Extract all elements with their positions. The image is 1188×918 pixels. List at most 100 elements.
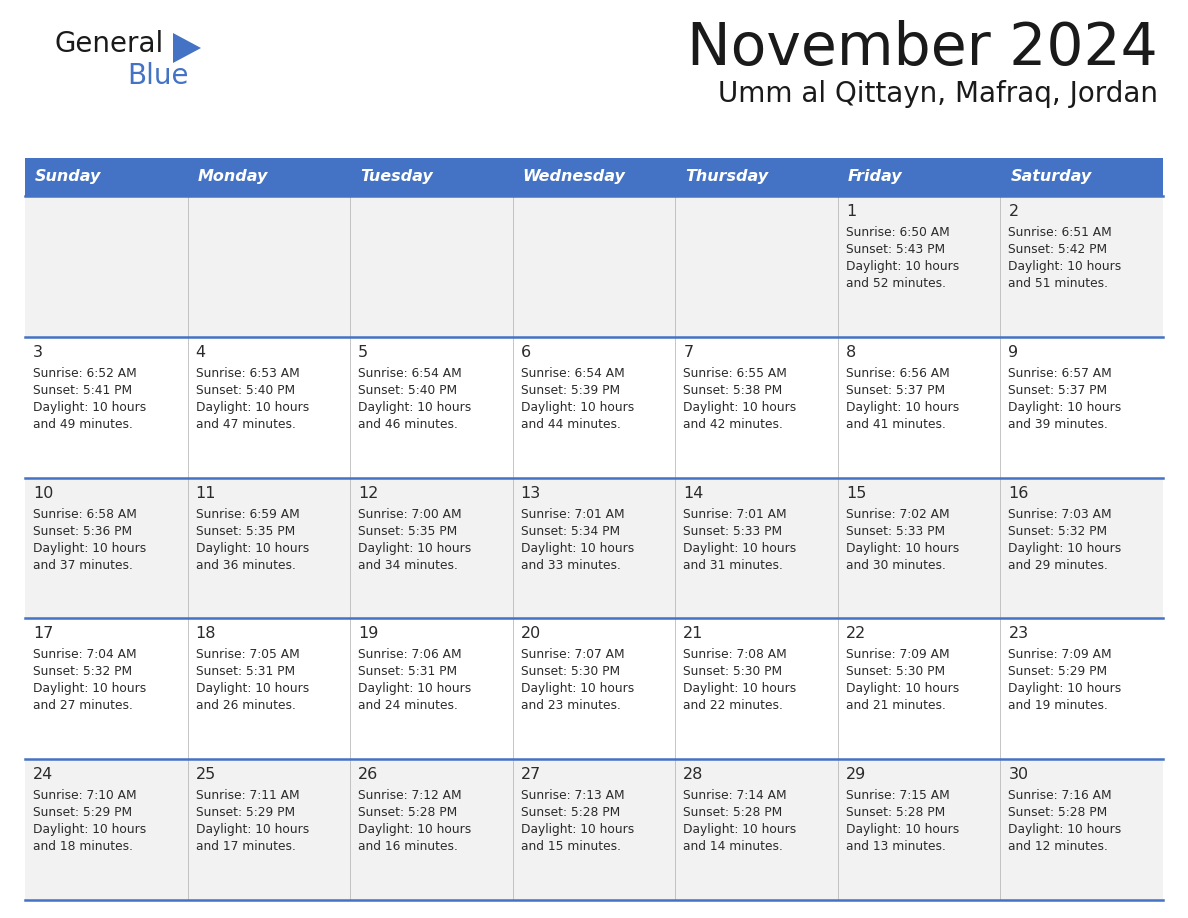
Text: Umm al Qittayn, Mafraq, Jordan: Umm al Qittayn, Mafraq, Jordan — [718, 80, 1158, 108]
Text: Sunset: 5:33 PM: Sunset: 5:33 PM — [846, 524, 944, 538]
Text: 28: 28 — [683, 767, 703, 782]
Text: 27: 27 — [520, 767, 541, 782]
Text: 21: 21 — [683, 626, 703, 642]
Text: and 15 minutes.: and 15 minutes. — [520, 840, 620, 853]
Text: and 49 minutes.: and 49 minutes. — [33, 418, 133, 431]
Text: and 26 minutes.: and 26 minutes. — [196, 700, 296, 712]
Text: and 39 minutes.: and 39 minutes. — [1009, 418, 1108, 431]
Text: Daylight: 10 hours: Daylight: 10 hours — [1009, 260, 1121, 273]
Polygon shape — [173, 33, 201, 63]
Text: Daylight: 10 hours: Daylight: 10 hours — [196, 401, 309, 414]
Text: Sunset: 5:33 PM: Sunset: 5:33 PM — [683, 524, 783, 538]
Text: Sunrise: 6:54 AM: Sunrise: 6:54 AM — [520, 367, 625, 380]
Text: Sunrise: 7:11 AM: Sunrise: 7:11 AM — [196, 789, 299, 802]
Text: and 33 minutes.: and 33 minutes. — [520, 558, 620, 572]
Text: November 2024: November 2024 — [687, 20, 1158, 77]
Text: 25: 25 — [196, 767, 216, 782]
Text: 4: 4 — [196, 345, 206, 360]
Text: and 36 minutes.: and 36 minutes. — [196, 558, 296, 572]
Text: Sunset: 5:40 PM: Sunset: 5:40 PM — [196, 384, 295, 397]
Bar — [25, 477, 1163, 619]
Text: 9: 9 — [1009, 345, 1018, 360]
Text: and 34 minutes.: and 34 minutes. — [358, 558, 459, 572]
Bar — [25, 759, 1163, 900]
Text: and 14 minutes.: and 14 minutes. — [683, 840, 783, 853]
Text: 29: 29 — [846, 767, 866, 782]
Text: 26: 26 — [358, 767, 379, 782]
Text: Sunrise: 6:59 AM: Sunrise: 6:59 AM — [196, 508, 299, 521]
Text: Sunset: 5:40 PM: Sunset: 5:40 PM — [358, 384, 457, 397]
Text: Daylight: 10 hours: Daylight: 10 hours — [520, 401, 634, 414]
Text: Sunrise: 7:00 AM: Sunrise: 7:00 AM — [358, 508, 462, 521]
Text: Daylight: 10 hours: Daylight: 10 hours — [33, 401, 146, 414]
Text: and 41 minutes.: and 41 minutes. — [846, 418, 946, 431]
Text: Daylight: 10 hours: Daylight: 10 hours — [1009, 682, 1121, 696]
Text: 22: 22 — [846, 626, 866, 642]
Text: and 16 minutes.: and 16 minutes. — [358, 840, 459, 853]
Text: 3: 3 — [33, 345, 43, 360]
Text: 17: 17 — [33, 626, 53, 642]
Text: Daylight: 10 hours: Daylight: 10 hours — [358, 542, 472, 554]
Text: Daylight: 10 hours: Daylight: 10 hours — [33, 823, 146, 836]
Text: Sunrise: 7:02 AM: Sunrise: 7:02 AM — [846, 508, 949, 521]
Text: and 18 minutes.: and 18 minutes. — [33, 840, 133, 853]
Text: Sunset: 5:29 PM: Sunset: 5:29 PM — [33, 806, 132, 819]
Bar — [25, 158, 1163, 196]
Text: Daylight: 10 hours: Daylight: 10 hours — [846, 401, 959, 414]
Text: Sunrise: 7:13 AM: Sunrise: 7:13 AM — [520, 789, 625, 802]
Text: and 27 minutes.: and 27 minutes. — [33, 700, 133, 712]
Text: Sunset: 5:28 PM: Sunset: 5:28 PM — [358, 806, 457, 819]
Text: Tuesday: Tuesday — [360, 170, 432, 185]
Text: Sunrise: 7:01 AM: Sunrise: 7:01 AM — [520, 508, 625, 521]
Text: 5: 5 — [358, 345, 368, 360]
Text: and 30 minutes.: and 30 minutes. — [846, 558, 946, 572]
Text: Sunset: 5:34 PM: Sunset: 5:34 PM — [520, 524, 620, 538]
Text: Daylight: 10 hours: Daylight: 10 hours — [683, 401, 796, 414]
Text: Sunrise: 7:03 AM: Sunrise: 7:03 AM — [1009, 508, 1112, 521]
Text: Sunset: 5:36 PM: Sunset: 5:36 PM — [33, 524, 132, 538]
Text: Daylight: 10 hours: Daylight: 10 hours — [1009, 823, 1121, 836]
Text: and 13 minutes.: and 13 minutes. — [846, 840, 946, 853]
Text: Daylight: 10 hours: Daylight: 10 hours — [683, 542, 796, 554]
Bar — [25, 337, 1163, 477]
Text: Sunrise: 7:04 AM: Sunrise: 7:04 AM — [33, 648, 137, 661]
Text: and 22 minutes.: and 22 minutes. — [683, 700, 783, 712]
Text: Sunrise: 7:06 AM: Sunrise: 7:06 AM — [358, 648, 462, 661]
Text: and 24 minutes.: and 24 minutes. — [358, 700, 459, 712]
Text: Sunset: 5:35 PM: Sunset: 5:35 PM — [358, 524, 457, 538]
Text: Friday: Friday — [848, 170, 903, 185]
Text: Daylight: 10 hours: Daylight: 10 hours — [196, 542, 309, 554]
Text: and 21 minutes.: and 21 minutes. — [846, 700, 946, 712]
Text: Wednesday: Wednesday — [523, 170, 626, 185]
Text: Sunrise: 7:09 AM: Sunrise: 7:09 AM — [1009, 648, 1112, 661]
Text: Sunday: Sunday — [34, 170, 101, 185]
Text: Sunset: 5:39 PM: Sunset: 5:39 PM — [520, 384, 620, 397]
Text: Sunset: 5:30 PM: Sunset: 5:30 PM — [520, 666, 620, 678]
Text: Saturday: Saturday — [1011, 170, 1092, 185]
Text: Daylight: 10 hours: Daylight: 10 hours — [33, 542, 146, 554]
Text: and 44 minutes.: and 44 minutes. — [520, 418, 620, 431]
Text: Sunset: 5:42 PM: Sunset: 5:42 PM — [1009, 243, 1107, 256]
Text: 8: 8 — [846, 345, 857, 360]
Text: Sunrise: 6:51 AM: Sunrise: 6:51 AM — [1009, 226, 1112, 239]
Text: Sunrise: 7:01 AM: Sunrise: 7:01 AM — [683, 508, 786, 521]
Text: and 47 minutes.: and 47 minutes. — [196, 418, 296, 431]
Text: and 19 minutes.: and 19 minutes. — [1009, 700, 1108, 712]
Text: 12: 12 — [358, 486, 379, 500]
Text: Daylight: 10 hours: Daylight: 10 hours — [846, 682, 959, 696]
Text: Sunrise: 6:55 AM: Sunrise: 6:55 AM — [683, 367, 788, 380]
Text: Sunset: 5:31 PM: Sunset: 5:31 PM — [196, 666, 295, 678]
Text: Sunrise: 7:09 AM: Sunrise: 7:09 AM — [846, 648, 949, 661]
Text: and 37 minutes.: and 37 minutes. — [33, 558, 133, 572]
Text: Daylight: 10 hours: Daylight: 10 hours — [520, 542, 634, 554]
Text: 13: 13 — [520, 486, 541, 500]
Text: Sunrise: 6:57 AM: Sunrise: 6:57 AM — [1009, 367, 1112, 380]
Text: Sunrise: 7:14 AM: Sunrise: 7:14 AM — [683, 789, 786, 802]
Text: Daylight: 10 hours: Daylight: 10 hours — [358, 823, 472, 836]
Text: Sunrise: 7:05 AM: Sunrise: 7:05 AM — [196, 648, 299, 661]
Text: 20: 20 — [520, 626, 541, 642]
Text: Sunset: 5:38 PM: Sunset: 5:38 PM — [683, 384, 783, 397]
Text: Sunset: 5:32 PM: Sunset: 5:32 PM — [33, 666, 132, 678]
Text: Sunrise: 6:50 AM: Sunrise: 6:50 AM — [846, 226, 949, 239]
Text: 6: 6 — [520, 345, 531, 360]
